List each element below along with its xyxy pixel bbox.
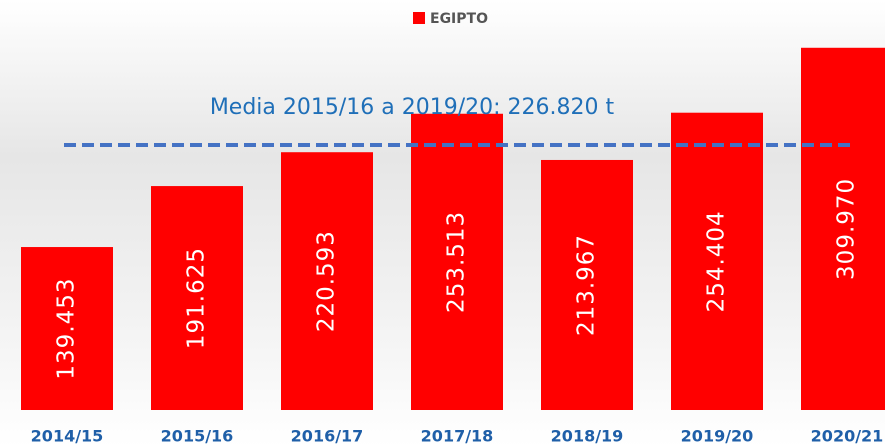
x-tick-label: 2015/16 bbox=[161, 427, 234, 446]
x-tick-label: 2018/19 bbox=[551, 427, 624, 446]
value-label: 213.967 bbox=[574, 234, 600, 336]
x-tick-label: 2019/20 bbox=[681, 427, 754, 446]
legend-swatch bbox=[413, 12, 425, 24]
average-annotation: Media 2015/16 a 2019/20: 226.820 t bbox=[210, 95, 615, 120]
value-label: 220.593 bbox=[314, 230, 340, 332]
x-tick-label: 2014/15 bbox=[31, 427, 104, 446]
value-label: 253.513 bbox=[444, 211, 470, 313]
value-label: 139.453 bbox=[54, 277, 80, 379]
value-label: 254.404 bbox=[704, 210, 730, 312]
value-label: 191.625 bbox=[184, 247, 210, 349]
x-tick-label: 2016/17 bbox=[291, 427, 364, 446]
bar bbox=[671, 112, 763, 410]
bar bbox=[541, 159, 633, 410]
bar bbox=[411, 113, 503, 410]
bar bbox=[21, 247, 113, 410]
x-tick-label: 2020/21 bbox=[811, 427, 884, 446]
value-label: 309.970 bbox=[834, 178, 860, 280]
bar bbox=[151, 186, 243, 410]
bar bbox=[801, 47, 885, 410]
bar bbox=[281, 152, 373, 411]
x-tick-label: 2017/18 bbox=[421, 427, 494, 446]
legend-label: EGIPTO bbox=[430, 11, 488, 27]
